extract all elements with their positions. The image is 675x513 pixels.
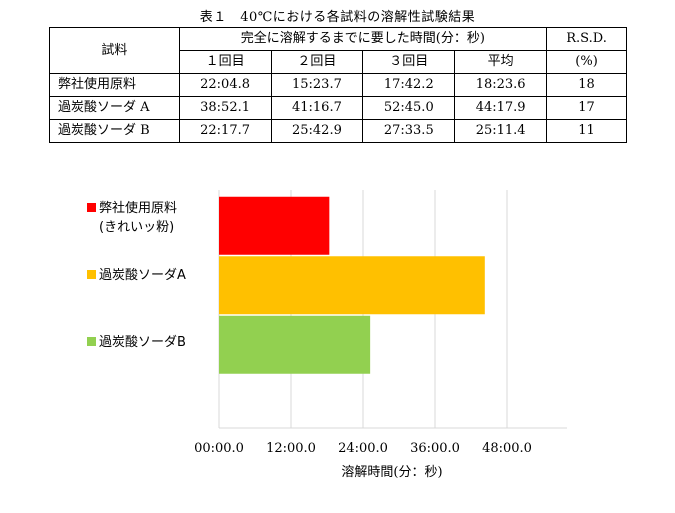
x-tick-labels: 00:00.0 12:00.0 24:00.0 36:00.0 48:00.0: [194, 441, 532, 456]
legend-label: (きれいッ粉): [99, 220, 174, 235]
x-tick-label: 36:00.0: [410, 441, 460, 456]
table-cell: 25:11.4: [454, 119, 548, 143]
sample-header: 試料: [49, 27, 180, 74]
bar: [219, 315, 371, 374]
table-cell: 41:16.7: [270, 96, 364, 120]
table-cell: 22:04.8: [178, 73, 272, 97]
legend-swatch: [87, 337, 96, 346]
table-cell: 22:17.7: [178, 119, 272, 143]
x-tick-label: 24:00.0: [338, 441, 388, 456]
bar: [219, 196, 330, 255]
table-header-row: 試料 完全に溶解するまでに要した時間(分：秒) R.S.D.: [49, 27, 627, 74]
x-tick-label: 48:00.0: [482, 441, 532, 456]
table-cell: 27:33.5: [362, 119, 456, 143]
x-axis-label: 溶解時間(分：秒): [341, 465, 442, 480]
table-subheader-row: １回目 ２回目 ３回目 平均 (%): [50, 50, 627, 74]
legend-swatch: [87, 270, 96, 279]
table-cell: 15:23.7: [270, 73, 364, 97]
column-header: １回目: [178, 50, 272, 74]
results-table: 試料 完全に溶解するまでに要した時間(分：秒) R.S.D. １回目 ２回目 ３…: [49, 27, 627, 143]
rsd-cell: 17: [546, 96, 627, 120]
bar: [219, 256, 485, 315]
sample-name: 過炭酸ソーダ A: [49, 96, 180, 120]
rsd-header: R.S.D.: [546, 27, 627, 51]
bars: [219, 196, 485, 374]
legend: 弊社使用原料 (きれいッ粉) 過炭酸ソーダA 過炭酸ソーダB: [87, 200, 186, 350]
table-caption: 表１ 40℃における各試料の溶解性試験結果: [199, 10, 476, 25]
table-row: 過炭酸ソーダ B 22:17.7 25:42.9 27:33.5 25:11.4…: [49, 119, 627, 143]
legend-label: 過炭酸ソーダB: [99, 335, 186, 350]
rsd-cell: 18: [546, 73, 627, 97]
column-header: 平均: [454, 50, 548, 74]
table-cell: 25:42.9: [270, 119, 364, 143]
legend-label: 過炭酸ソーダA: [99, 268, 186, 283]
table-cell: 44:17.9: [454, 96, 548, 120]
table-cell: 17:42.2: [362, 73, 456, 97]
table-row: 過炭酸ソーダ A 38:52.1 41:16.7 52:45.0 44:17.9…: [49, 96, 627, 120]
x-tick-label: 00:00.0: [194, 441, 244, 456]
table-cell: 38:52.1: [178, 96, 272, 120]
legend-label: 弊社使用原料: [99, 200, 177, 216]
legend-swatch: [87, 203, 96, 212]
rsd-unit: (%): [546, 50, 627, 74]
rsd-cell: 11: [546, 119, 627, 143]
x-tick-label: 12:00.0: [266, 441, 316, 456]
sample-name: 過炭酸ソーダ B: [49, 119, 180, 143]
